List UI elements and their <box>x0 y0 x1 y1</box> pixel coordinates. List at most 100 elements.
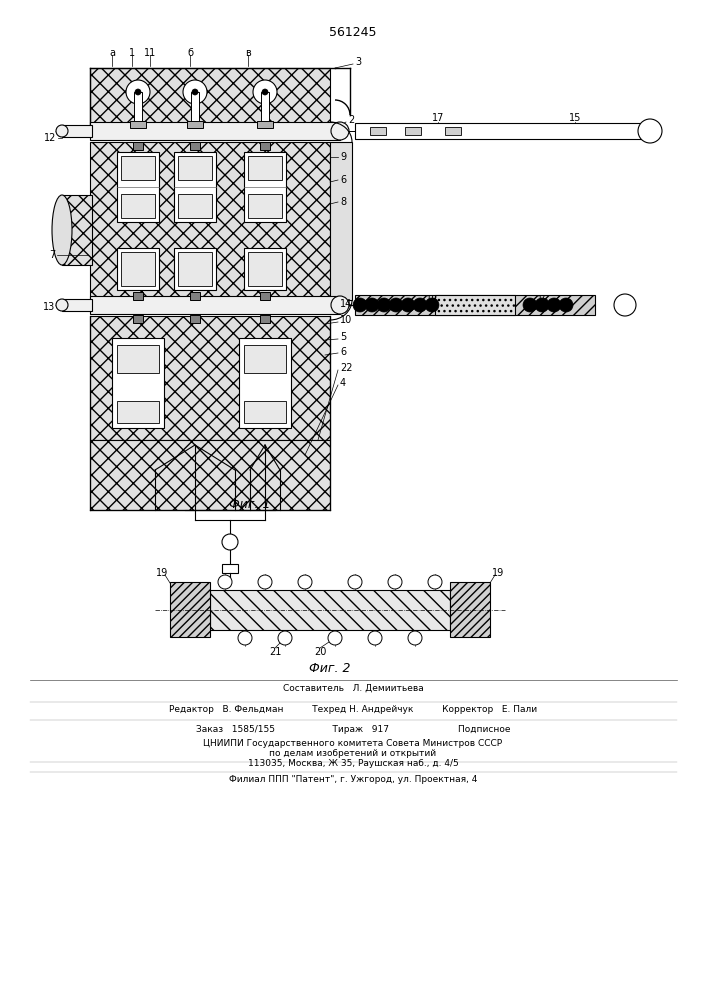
Bar <box>117 345 159 373</box>
Bar <box>112 338 164 428</box>
Text: 19: 19 <box>492 568 504 578</box>
Circle shape <box>428 575 442 589</box>
Circle shape <box>389 298 403 312</box>
Bar <box>90 440 330 510</box>
Text: 14: 14 <box>340 299 352 309</box>
Circle shape <box>135 89 141 95</box>
Text: 18: 18 <box>426 295 438 305</box>
Ellipse shape <box>56 125 68 137</box>
Bar <box>210 590 450 630</box>
Bar <box>355 295 595 315</box>
Text: 2: 2 <box>348 115 354 125</box>
Bar <box>90 296 340 314</box>
Circle shape <box>278 631 292 645</box>
Text: a: a <box>109 48 115 58</box>
Text: 6: 6 <box>340 347 346 357</box>
Circle shape <box>559 298 573 312</box>
Circle shape <box>348 575 362 589</box>
Text: 16: 16 <box>537 295 549 305</box>
Circle shape <box>377 298 391 312</box>
Bar <box>239 338 291 428</box>
Circle shape <box>353 298 367 312</box>
Circle shape <box>126 80 150 104</box>
Bar <box>62 125 92 137</box>
Text: 12: 12 <box>44 133 56 143</box>
Bar <box>133 142 143 150</box>
Text: 5: 5 <box>340 332 346 342</box>
Circle shape <box>253 80 277 104</box>
Text: Заказ   1585/155                    Тираж   917                        Подписное: Заказ 1585/155 Тираж 917 Подписное <box>196 726 510 734</box>
Circle shape <box>561 300 571 310</box>
Bar <box>248 194 282 218</box>
Bar <box>178 156 212 180</box>
Text: Составитель   Л. Демиитьева: Составитель Л. Демиитьева <box>283 684 423 692</box>
Bar <box>248 252 282 286</box>
Circle shape <box>425 298 439 312</box>
Circle shape <box>192 89 198 95</box>
Circle shape <box>415 300 425 310</box>
Bar <box>191 92 199 124</box>
Bar <box>174 248 216 290</box>
Text: 4: 4 <box>340 378 346 388</box>
Text: 11: 11 <box>144 48 156 58</box>
Ellipse shape <box>331 122 349 140</box>
Bar <box>178 252 212 286</box>
Circle shape <box>549 300 559 310</box>
Bar <box>450 582 490 637</box>
Circle shape <box>401 298 415 312</box>
Bar <box>90 142 330 300</box>
Bar <box>130 121 146 128</box>
Ellipse shape <box>56 299 68 311</box>
Ellipse shape <box>331 296 349 314</box>
Circle shape <box>218 575 232 589</box>
Bar <box>355 123 650 139</box>
Text: 17: 17 <box>432 113 444 123</box>
Circle shape <box>638 119 662 143</box>
Circle shape <box>413 298 427 312</box>
Circle shape <box>535 298 549 312</box>
Text: 20: 20 <box>314 647 326 657</box>
Circle shape <box>391 300 401 310</box>
Ellipse shape <box>52 195 72 265</box>
Bar <box>121 194 155 218</box>
Circle shape <box>523 298 537 312</box>
Bar <box>244 345 286 373</box>
Bar <box>405 127 421 135</box>
Bar <box>90 316 330 440</box>
Text: 6: 6 <box>340 175 346 185</box>
Text: б: б <box>187 48 193 58</box>
Bar <box>190 142 200 150</box>
Bar <box>62 299 92 311</box>
Circle shape <box>547 298 561 312</box>
Text: Фиг. 1: Фиг. 1 <box>229 498 271 512</box>
Bar <box>170 582 210 637</box>
Text: 1: 1 <box>129 48 135 58</box>
Bar <box>90 122 340 140</box>
Text: 21: 21 <box>269 647 281 657</box>
Circle shape <box>183 80 207 104</box>
Bar <box>133 292 143 300</box>
Bar <box>190 292 200 300</box>
Circle shape <box>537 300 547 310</box>
Bar <box>261 92 269 124</box>
Text: ЦНИИПИ Государственного комитета Совета Министров СССР: ЦНИИПИ Государственного комитета Совета … <box>204 740 503 748</box>
Bar <box>133 315 143 323</box>
Bar <box>117 248 159 290</box>
Text: 19: 19 <box>156 568 168 578</box>
Bar <box>190 315 200 323</box>
Circle shape <box>365 298 379 312</box>
Text: 7: 7 <box>49 250 55 260</box>
Circle shape <box>367 300 377 310</box>
Text: 113035, Москва, Ж 35, Раушская наб., д. 4/5: 113035, Москва, Ж 35, Раушская наб., д. … <box>247 760 458 768</box>
Circle shape <box>368 631 382 645</box>
Circle shape <box>525 300 535 310</box>
Circle shape <box>355 300 365 310</box>
Text: Редактор   В. Фельдман          Техред Н. Андрейчук          Корректор   Е. Пали: Редактор В. Фельдман Техред Н. Андрейчук… <box>169 706 537 714</box>
Circle shape <box>408 631 422 645</box>
Circle shape <box>614 294 636 316</box>
Bar <box>260 292 270 300</box>
Text: 9: 9 <box>340 152 346 162</box>
Bar <box>90 68 330 130</box>
Text: Фиг. 2: Фиг. 2 <box>309 662 351 674</box>
Circle shape <box>262 89 268 95</box>
